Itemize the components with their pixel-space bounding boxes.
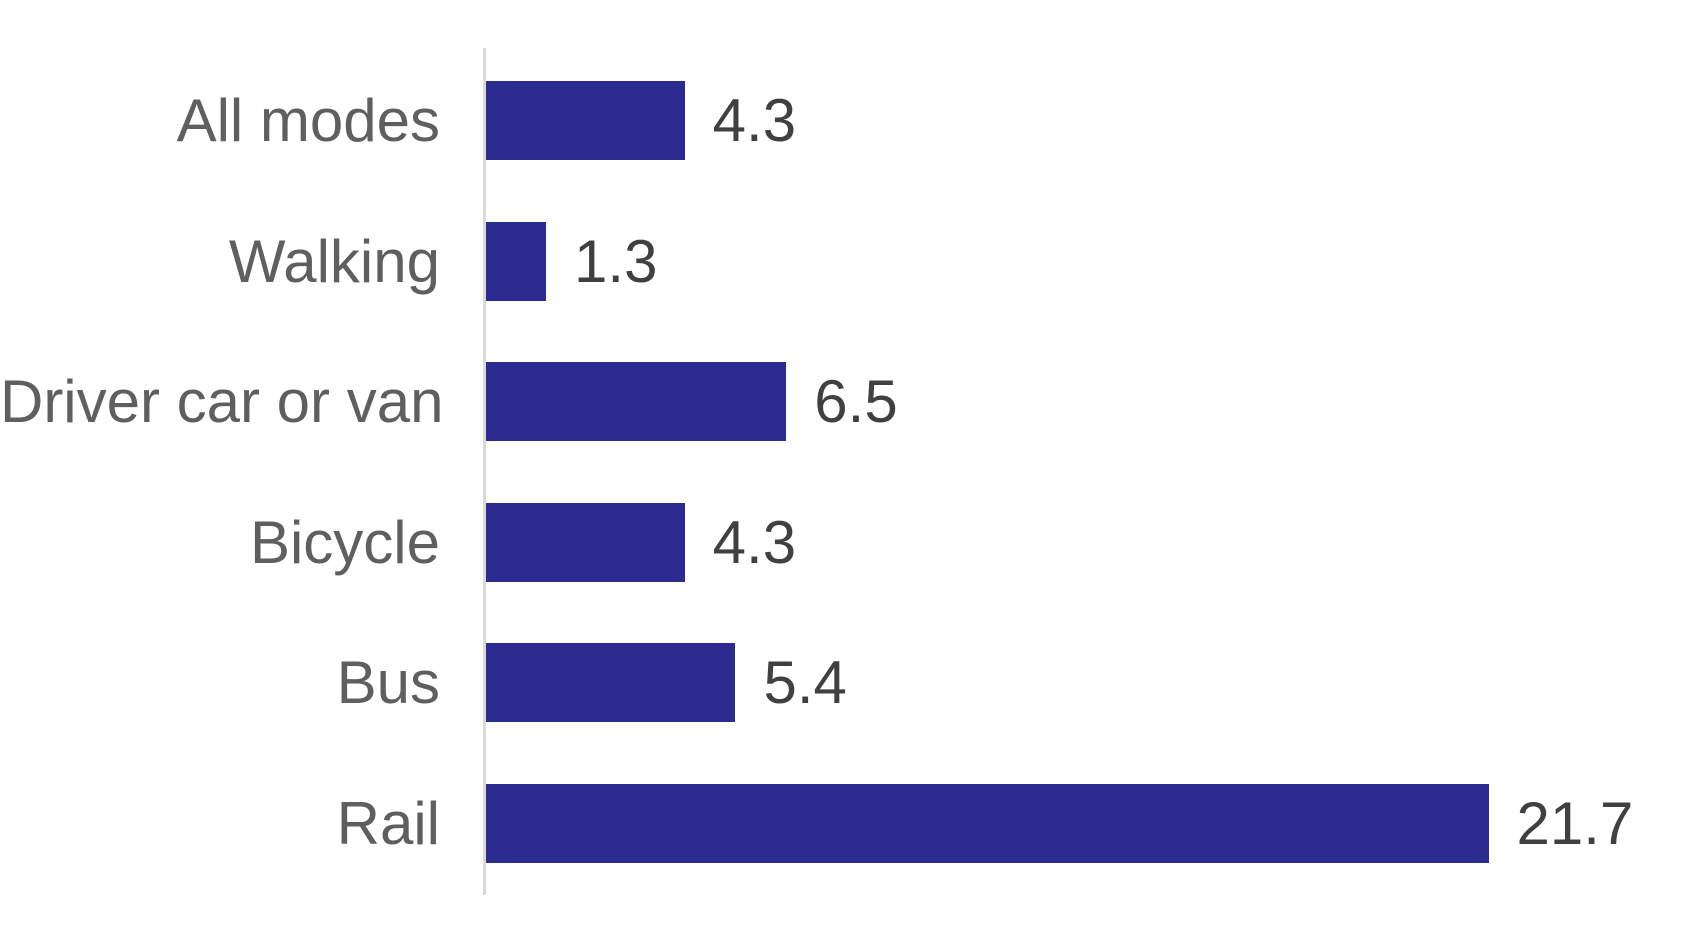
category-label: Walking <box>228 227 440 295</box>
value-label: 21.7 <box>1516 789 1634 857</box>
bar <box>486 783 1489 863</box>
bar <box>486 221 547 301</box>
value-label: 5.4 <box>763 649 847 716</box>
bar <box>486 362 787 441</box>
value-label: 1.3 <box>574 227 658 295</box>
value-label: 6.5 <box>814 368 898 435</box>
category-label: Rail <box>336 789 440 857</box>
bar <box>486 643 736 722</box>
category-label: Bicycle <box>249 508 440 576</box>
bar <box>486 81 685 160</box>
category-label: All modes <box>176 87 440 154</box>
category-label: Driver car or van <box>0 368 444 435</box>
value-label: 4.3 <box>712 87 797 154</box>
value-label: 4.3 <box>712 508 797 576</box>
category-label: Bus <box>336 649 440 716</box>
y-axis-line <box>483 48 486 895</box>
bar <box>486 502 685 582</box>
